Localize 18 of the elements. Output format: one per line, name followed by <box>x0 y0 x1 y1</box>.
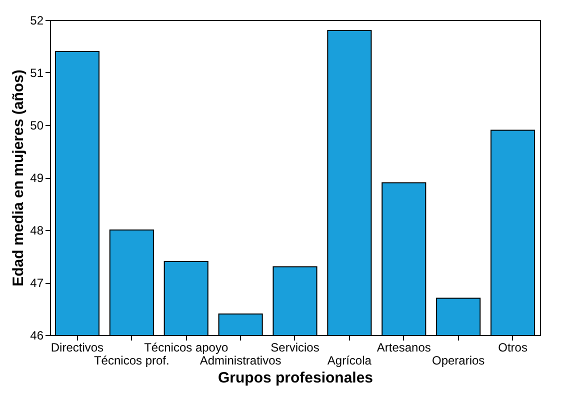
y-tick-label: 46 <box>30 328 44 342</box>
x-tick-label: Agrícola <box>327 354 372 368</box>
y-axis-title: Edad media en mujeres (años) <box>10 70 28 286</box>
y-tick-label: 52 <box>30 14 44 28</box>
x-tick-label: Operarios <box>432 354 485 368</box>
y-tick-label: 47 <box>30 276 44 290</box>
y-tick-label: 48 <box>30 224 44 238</box>
x-axis-title: Grupos profesionales <box>218 370 374 386</box>
x-tick-label: Otros <box>498 340 528 354</box>
x-tick-label: Servicios <box>270 340 320 354</box>
y-tick-label: 51 <box>30 66 44 80</box>
x-tick-label: Técnicos prof. <box>94 354 170 368</box>
y-tick-label: 50 <box>30 118 44 132</box>
x-tick-label: Administrativos <box>200 354 282 368</box>
y-tick-label: 49 <box>30 171 44 185</box>
x-tick-label: Artesanos <box>376 340 431 354</box>
x-tick-label: Directivos <box>50 340 104 354</box>
x-tick-label: Técnicos apoyo <box>144 340 228 354</box>
